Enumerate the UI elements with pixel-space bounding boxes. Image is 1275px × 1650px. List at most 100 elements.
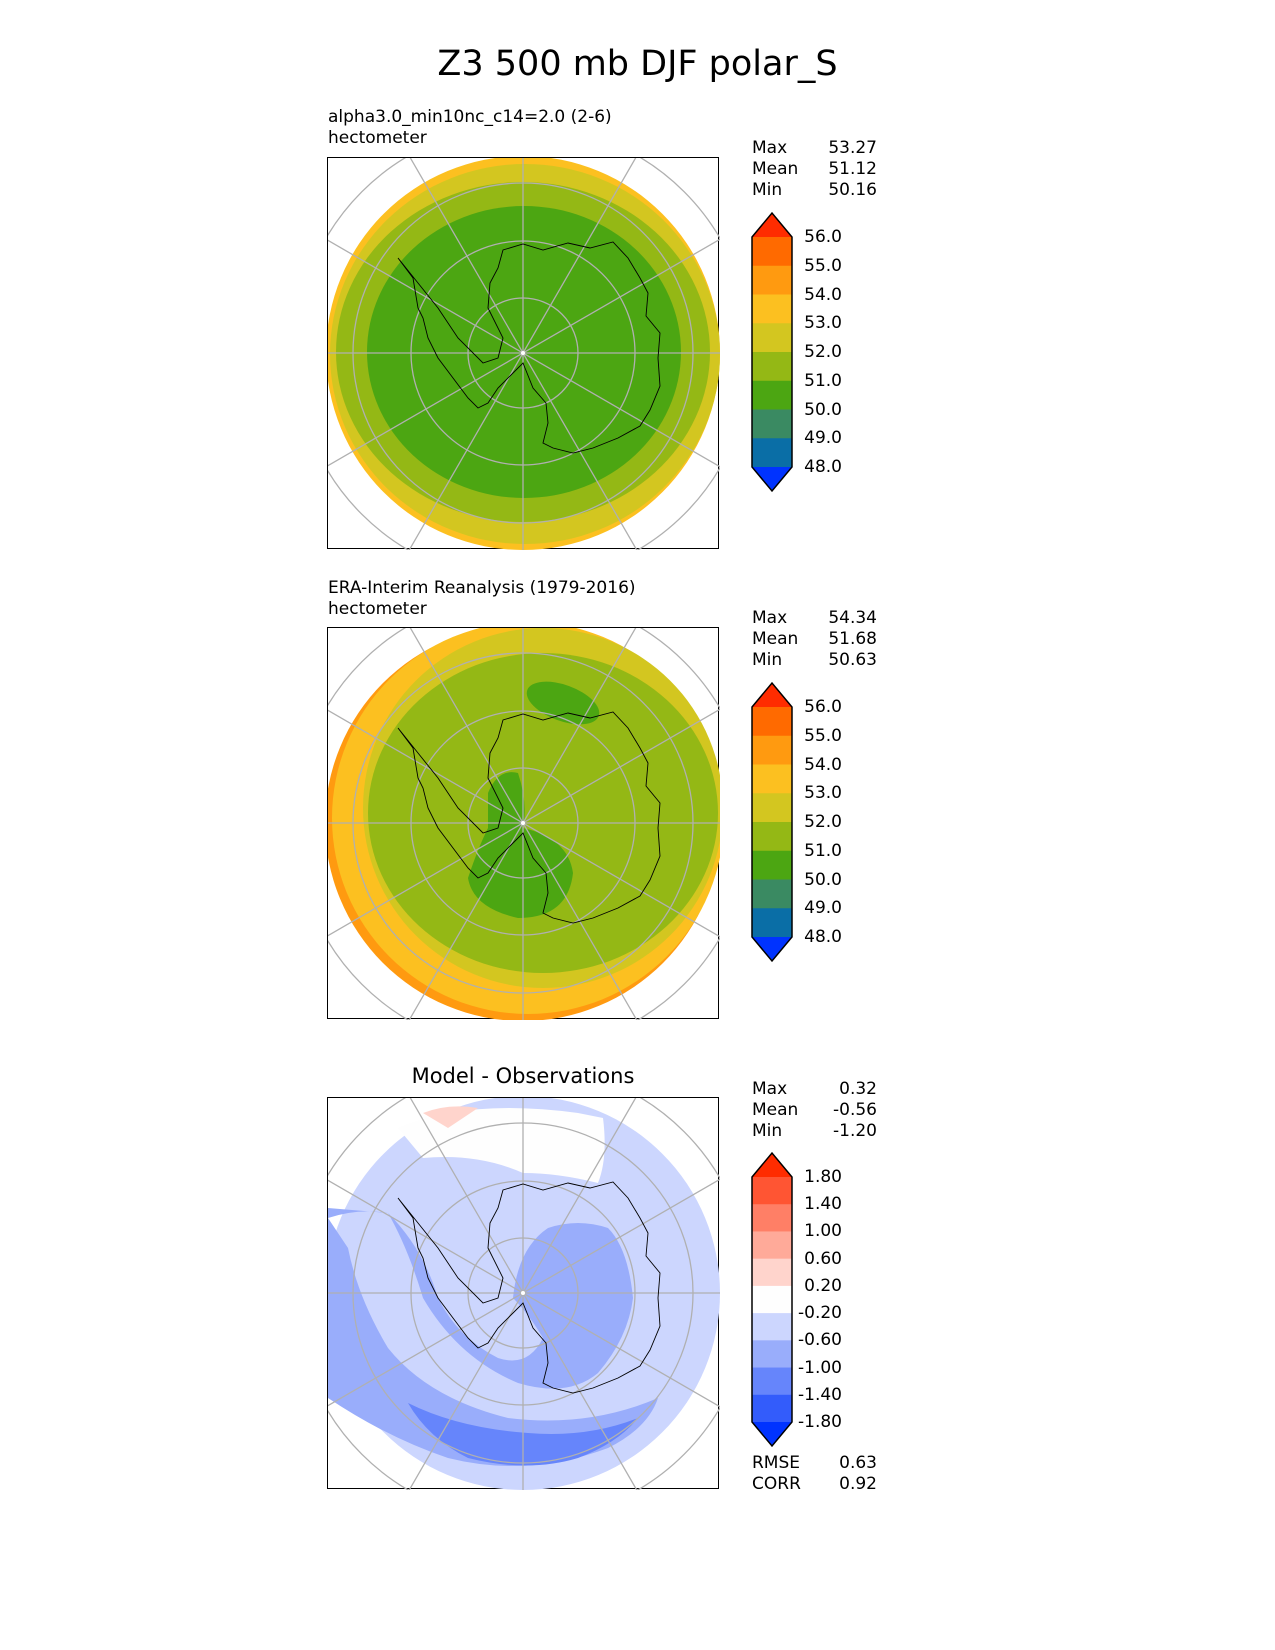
mean-value: 51.68 — [828, 629, 877, 649]
colorbar-tick-label: -1.40 — [798, 1384, 842, 1405]
antarctica-coastline — [397, 711, 661, 924]
panel-1-units: hectometer — [328, 128, 427, 148]
colorbar-tick-label: 50.0 — [804, 869, 842, 890]
panel-3-title: Model - Observations — [411, 1064, 635, 1088]
colorbar-tick-label: 56.0 — [804, 227, 842, 247]
panel-2-colorbar: 56.0 55.0 54.0 53.0 52.0 51.0 50.0 49.0 48.0 — [750, 681, 842, 967]
colorbar-bin — [752, 294, 792, 324]
colorbar-extend-top — [752, 213, 792, 237]
rmse-label: RMSE — [752, 1453, 801, 1473]
colorbar-bin — [752, 879, 792, 909]
panel-2-subtitle: ERA-Interim Reanalysis (1979-2016) — [328, 578, 636, 598]
colorbar-bin — [752, 1313, 792, 1341]
colorbar-tick-label: 1.80 — [804, 1167, 842, 1187]
colorbar-bin — [752, 1394, 792, 1423]
panel-2-map — [223, 523, 823, 1123]
colorbar-tick-label: 55.0 — [804, 255, 842, 276]
south-pole — [521, 1291, 525, 1295]
panel-2-stats: Max 54.34 Mean 51.68 Min 50.63 — [752, 608, 877, 671]
colorbar-bin — [752, 1204, 792, 1232]
panel-1-header: alpha3.0_min10nc_c14=2.0 (2-6) hectomete… — [328, 107, 612, 149]
colorbar-bin — [752, 1285, 792, 1314]
colorbar-bin — [752, 323, 792, 353]
colorbar-tick-label: -0.20 — [798, 1303, 842, 1324]
min-value: -1.20 — [833, 1121, 877, 1141]
panel-3-colorbar: 1.80 1.40 1.00 0.60 0.20 -0.20 -0.60 -1.00 -1.40… — [750, 1151, 842, 1452]
colorbar-extend-top — [752, 1153, 792, 1177]
colorbar-bin — [752, 735, 792, 765]
panel-1-colorbar: 56.0 55.0 54.0 53.0 52.0 51.0 50.0 49.0 48.0 — [750, 211, 842, 497]
colorbar-bin — [752, 1177, 792, 1205]
polar-map — [223, 523, 823, 1123]
mean-label: Mean — [752, 159, 799, 179]
south-pole — [521, 351, 525, 355]
min-label: Min — [752, 650, 783, 670]
colorbar-bin — [752, 1340, 792, 1369]
colorbar-tick-label: 49.0 — [804, 898, 842, 919]
min-value: 50.63 — [828, 650, 877, 670]
max-value: 53.27 — [828, 138, 877, 158]
min-value: 50.16 — [828, 180, 877, 200]
panel-2-header: ERA-Interim Reanalysis (1979-2016) hecto… — [328, 578, 636, 620]
colorbar-tick-label: 0.60 — [804, 1248, 842, 1269]
max-label: Max — [752, 608, 788, 628]
panel-1-subtitle: alpha3.0_min10nc_c14=2.0 (2-6) — [328, 107, 612, 127]
panel-3-stats: Max 0.32 Mean -0.56 Min -1.20 — [752, 1079, 877, 1142]
max-label: Max — [752, 138, 788, 158]
min-label: Min — [752, 180, 783, 200]
colorbar-bin — [752, 822, 792, 852]
max-value: 0.32 — [839, 1079, 877, 1099]
colorbar-bin — [752, 707, 792, 737]
mean-label: Mean — [752, 629, 799, 649]
colorbar-bin — [752, 352, 792, 382]
colorbar-bin — [752, 1258, 792, 1287]
colorbar-tick-label: 48.0 — [804, 457, 842, 477]
colorbar-bin — [752, 908, 792, 938]
colorbar-bin — [752, 237, 792, 267]
colorbar-bin — [752, 438, 792, 468]
max-value: 54.34 — [828, 608, 877, 628]
panel-1-stats: Max 53.27 Mean 51.12 Min 50.16 — [752, 138, 877, 201]
antarctica-coastline — [397, 1181, 661, 1394]
corr-value: 0.92 — [839, 1474, 877, 1494]
figure-title: Z3 500 mb DJF polar_S — [437, 44, 838, 84]
colorbar-extend-bottom — [752, 1422, 792, 1446]
diff-minus-1.0-0.6 — [328, 1208, 658, 1466]
colorbar-tick-label: 48.0 — [804, 927, 842, 947]
antarctica-coastline — [397, 241, 661, 454]
max-label: Max — [752, 1079, 788, 1099]
colorbar-tick-label: 49.0 — [804, 428, 842, 449]
polar-map — [223, 53, 823, 653]
colorbar-tick-label: -1.00 — [798, 1357, 842, 1378]
colorbar-tick-label: 53.0 — [804, 783, 842, 804]
mean-label: Mean — [752, 1100, 799, 1120]
panel-1-map — [223, 53, 823, 653]
corr-label: CORR — [752, 1474, 801, 1494]
south-pole — [521, 821, 525, 825]
colorbar-tick-label: 0.20 — [804, 1275, 842, 1296]
colorbar-tick-label: 54.0 — [804, 754, 842, 775]
colorbar-tick-label: 1.40 — [804, 1194, 842, 1215]
colorbar-tick-label: 52.0 — [804, 342, 842, 362]
colorbar-extend-bottom — [752, 467, 792, 491]
colorbar-bin — [752, 1367, 792, 1396]
colorbar-tick-label: 1.00 — [804, 1221, 842, 1242]
colorbar-tick-label: 55.0 — [804, 725, 842, 746]
diff-positive — [423, 1106, 478, 1128]
panel-3-map — [223, 993, 823, 1593]
colorbar-bin — [752, 380, 792, 410]
colorbar-extend-bottom — [752, 937, 792, 961]
colorbar-tick-label: 53.0 — [804, 313, 842, 334]
polar-map — [223, 993, 823, 1593]
colorbar-tick-label: 51.0 — [804, 840, 842, 861]
rmse-value: 0.63 — [839, 1453, 877, 1473]
colorbar-tick-label: 50.0 — [804, 399, 842, 420]
panel-2-units: hectometer — [328, 599, 427, 619]
mean-value: 51.12 — [828, 159, 877, 179]
colorbar-tick-label: -0.60 — [798, 1330, 842, 1351]
colorbar-bin — [752, 793, 792, 823]
colorbar-tick-label: -1.80 — [798, 1412, 842, 1432]
colorbar-bin — [752, 1231, 792, 1260]
colorbar-bin — [752, 265, 792, 295]
